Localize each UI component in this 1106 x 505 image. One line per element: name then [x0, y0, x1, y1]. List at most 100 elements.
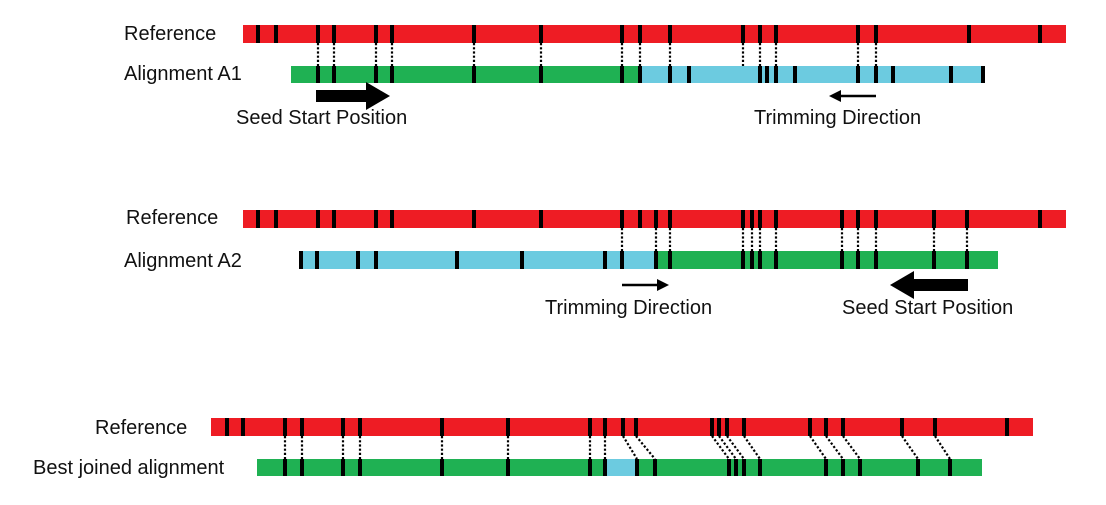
- alignment-mismatch-marker: [824, 459, 828, 476]
- alignment-mismatch-marker: [758, 459, 762, 476]
- alignment-mismatch-marker: [455, 251, 459, 269]
- alignment-mismatch-marker: [374, 66, 378, 83]
- alignment-mismatch-marker: [506, 459, 510, 476]
- reference-mismatch-marker: [967, 25, 971, 43]
- reference-mismatch-marker: [874, 25, 878, 43]
- reference-mismatch-marker: [390, 210, 394, 228]
- alignment-a1-matched-segment: [291, 66, 640, 83]
- trimming-direction-arrow-a2-head: [657, 279, 669, 291]
- alignment-mismatch-marker: [874, 66, 878, 83]
- alignment-mismatch-marker: [638, 66, 642, 83]
- alignment-mismatch-marker: [588, 459, 592, 476]
- reference-mismatch-marker: [638, 210, 642, 228]
- alignment-mismatch-marker: [874, 251, 878, 269]
- alignment-mismatch-marker: [841, 459, 845, 476]
- reference-mismatch-marker: [710, 418, 714, 436]
- alignment-mismatch-marker: [793, 66, 797, 83]
- alignment-mismatch-marker: [858, 459, 862, 476]
- reference-mismatch-marker: [774, 25, 778, 43]
- reference-mismatch-marker: [725, 418, 729, 436]
- reference-mismatch-marker: [603, 418, 607, 436]
- best-joined-trimmed-segment: [607, 459, 637, 476]
- trimming-direction-label-a2: Trimming Direction: [545, 297, 713, 319]
- alignment-mismatch-marker: [603, 251, 607, 269]
- alignment-a2-matched-segment: [656, 251, 998, 269]
- reference-mismatch-marker: [741, 210, 745, 228]
- reference-mismatch-marker: [472, 25, 476, 43]
- alignment-mismatch-marker: [774, 251, 778, 269]
- reference-mismatch-marker: [620, 210, 624, 228]
- reference-mismatch-marker: [1005, 418, 1009, 436]
- alignment-link: [825, 435, 844, 460]
- reference-mismatch-marker: [374, 25, 378, 43]
- seed-start-label-a1: Seed Start Position: [236, 107, 408, 129]
- alignment-link: [726, 435, 745, 460]
- reference-mismatch-marker: [225, 418, 229, 436]
- alignment-mismatch-marker: [315, 251, 319, 269]
- reference-mismatch-marker: [316, 210, 320, 228]
- reference-mismatch-marker: [856, 25, 860, 43]
- alignment-mismatch-marker: [856, 251, 860, 269]
- reference-mismatch-marker: [374, 210, 378, 228]
- reference-mismatch-marker: [856, 210, 860, 228]
- reference-mismatch-marker: [841, 418, 845, 436]
- reference-label-joined: Reference: [95, 417, 188, 439]
- reference-mismatch-marker: [256, 25, 260, 43]
- reference-mismatch-marker: [1038, 210, 1042, 228]
- alignment-link: [934, 435, 951, 460]
- trimming-direction-label-a1: Trimming Direction: [754, 107, 922, 129]
- alignment-mismatch-marker: [539, 66, 543, 83]
- reference-mismatch-marker: [824, 418, 828, 436]
- alignment-mismatch-marker: [440, 459, 444, 476]
- seed-start-arrow-a2-head: [890, 271, 914, 299]
- alignment-a2-trimmed-segment: [300, 251, 656, 269]
- alignment-mismatch-marker: [620, 66, 624, 83]
- reference-mismatch-marker: [390, 25, 394, 43]
- alignment-link: [718, 435, 737, 460]
- reference-mismatch-marker: [668, 210, 672, 228]
- seed-start-arrow-a1-head: [366, 82, 390, 110]
- reference-mismatch-marker: [900, 418, 904, 436]
- reference-mismatch-marker: [758, 25, 762, 43]
- alignment-mismatch-marker: [283, 459, 287, 476]
- alignment-link: [901, 435, 919, 460]
- reference-mismatch-marker: [539, 25, 543, 43]
- alignment-mismatch-marker: [332, 66, 336, 83]
- reference-mismatch-marker: [1038, 25, 1042, 43]
- alignment-mismatch-marker: [856, 66, 860, 83]
- alignment-mismatch-marker: [654, 251, 658, 269]
- alignment-mismatch-marker: [300, 459, 304, 476]
- alignment-mismatch-marker: [981, 66, 985, 83]
- reference-mismatch-marker: [316, 25, 320, 43]
- reference-mismatch-marker: [274, 25, 278, 43]
- reference-bar-a1: [243, 25, 1066, 43]
- alignment-link: [635, 435, 656, 460]
- reference-mismatch-marker: [588, 418, 592, 436]
- alignment-mismatch-marker: [472, 66, 476, 83]
- alignment-mismatch-marker: [949, 66, 953, 83]
- reference-mismatch-marker: [472, 210, 476, 228]
- alignment-mismatch-marker: [750, 251, 754, 269]
- reference-mismatch-marker: [840, 210, 844, 228]
- reference-mismatch-marker: [358, 418, 362, 436]
- alignment-mismatch-marker: [758, 66, 762, 83]
- alignment-mismatch-marker: [734, 459, 738, 476]
- best-joined-alignment-label: Best joined alignment: [33, 457, 225, 479]
- reference-mismatch-marker: [741, 25, 745, 43]
- alignment-mismatch-marker: [741, 251, 745, 269]
- alignment-mismatch-marker: [668, 66, 672, 83]
- reference-mismatch-marker: [274, 210, 278, 228]
- alignment-mismatch-marker: [765, 66, 769, 83]
- alignment-mismatch-marker: [916, 459, 920, 476]
- alignment-mismatch-marker: [891, 66, 895, 83]
- alignment-mismatch-marker: [758, 251, 762, 269]
- alignment-mismatch-marker: [390, 66, 394, 83]
- alignment-mismatch-marker: [727, 459, 731, 476]
- alignment-mismatch-marker: [668, 251, 672, 269]
- alignment-mismatch-marker: [965, 251, 969, 269]
- alignment-mismatch-marker: [341, 459, 345, 476]
- reference-mismatch-marker: [300, 418, 304, 436]
- reference-mismatch-marker: [742, 418, 746, 436]
- reference-mismatch-marker: [933, 418, 937, 436]
